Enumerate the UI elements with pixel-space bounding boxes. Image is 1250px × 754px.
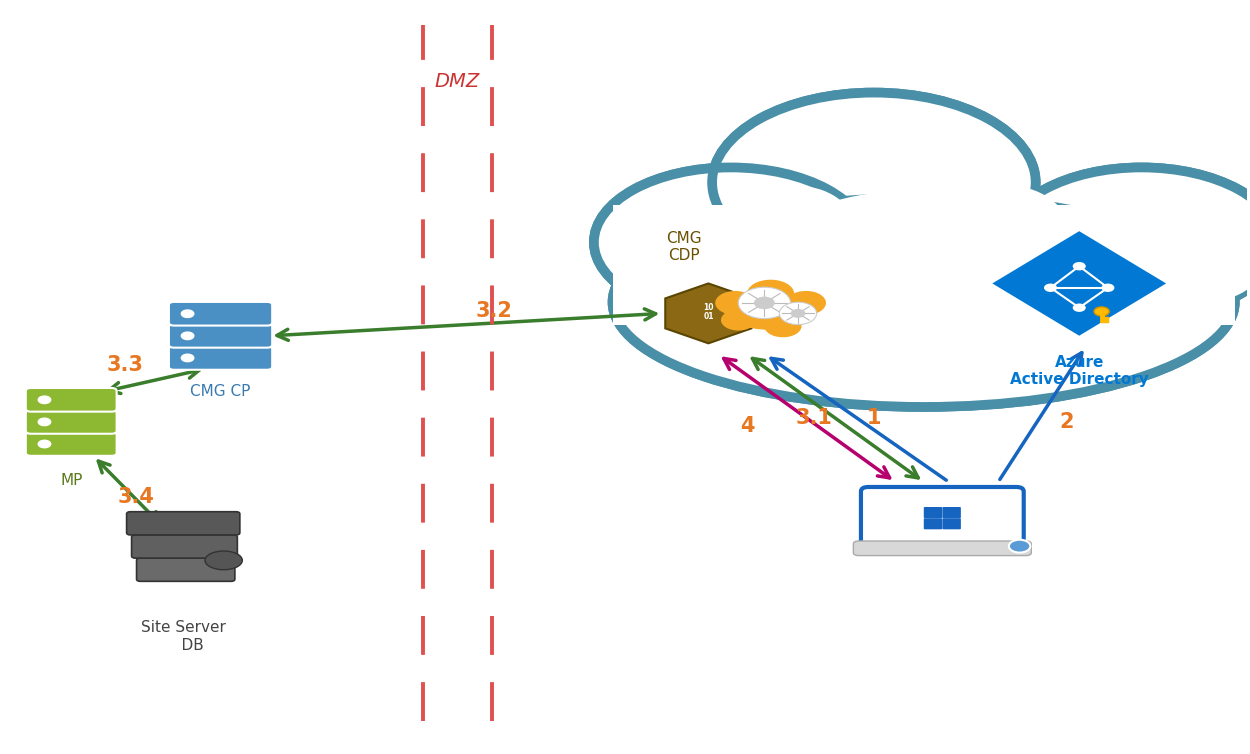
Circle shape bbox=[739, 287, 790, 319]
Ellipse shape bbox=[205, 551, 242, 570]
Circle shape bbox=[754, 296, 775, 309]
FancyBboxPatch shape bbox=[924, 518, 942, 529]
Circle shape bbox=[39, 418, 51, 426]
FancyBboxPatch shape bbox=[942, 518, 961, 529]
FancyBboxPatch shape bbox=[26, 410, 116, 434]
Text: 1: 1 bbox=[866, 408, 881, 428]
FancyBboxPatch shape bbox=[169, 324, 272, 348]
FancyBboxPatch shape bbox=[126, 512, 240, 535]
Circle shape bbox=[1074, 304, 1085, 311]
Text: Azure
Active Directory: Azure Active Directory bbox=[1010, 354, 1149, 387]
Text: CMG
CDP: CMG CDP bbox=[666, 231, 701, 263]
Circle shape bbox=[1102, 284, 1114, 291]
FancyBboxPatch shape bbox=[26, 432, 116, 456]
Text: 10
01: 10 01 bbox=[704, 302, 714, 321]
Circle shape bbox=[1074, 262, 1085, 270]
FancyBboxPatch shape bbox=[136, 558, 235, 581]
Ellipse shape bbox=[612, 198, 1235, 407]
Ellipse shape bbox=[594, 167, 868, 317]
FancyBboxPatch shape bbox=[169, 302, 272, 326]
FancyBboxPatch shape bbox=[131, 535, 238, 558]
Circle shape bbox=[39, 440, 51, 448]
Ellipse shape bbox=[619, 250, 842, 310]
Ellipse shape bbox=[748, 280, 794, 308]
Circle shape bbox=[1094, 307, 1109, 316]
Ellipse shape bbox=[724, 291, 818, 329]
Ellipse shape bbox=[612, 198, 1235, 407]
Ellipse shape bbox=[1005, 167, 1250, 317]
Circle shape bbox=[181, 310, 194, 317]
Text: 3.3: 3.3 bbox=[106, 355, 144, 375]
Ellipse shape bbox=[764, 315, 801, 337]
Ellipse shape bbox=[594, 167, 868, 317]
Ellipse shape bbox=[712, 93, 1036, 272]
Circle shape bbox=[181, 354, 194, 362]
FancyBboxPatch shape bbox=[854, 541, 1031, 556]
FancyBboxPatch shape bbox=[924, 507, 942, 518]
Text: 3.1: 3.1 bbox=[796, 408, 832, 428]
Text: 3.2: 3.2 bbox=[476, 301, 512, 321]
Text: MP: MP bbox=[60, 473, 82, 488]
Ellipse shape bbox=[799, 190, 1048, 265]
Circle shape bbox=[1009, 540, 1030, 553]
Text: 4: 4 bbox=[740, 415, 754, 436]
Text: Site Server
    DB: Site Server DB bbox=[141, 621, 226, 653]
Text: DMZ: DMZ bbox=[435, 72, 480, 91]
Ellipse shape bbox=[721, 310, 756, 330]
Ellipse shape bbox=[738, 186, 861, 299]
Ellipse shape bbox=[715, 291, 755, 315]
Ellipse shape bbox=[1005, 167, 1250, 317]
FancyBboxPatch shape bbox=[612, 205, 1235, 325]
FancyBboxPatch shape bbox=[861, 487, 1024, 550]
FancyBboxPatch shape bbox=[26, 388, 116, 412]
Text: 2: 2 bbox=[1060, 412, 1074, 432]
Text: CMG CP: CMG CP bbox=[190, 385, 251, 400]
FancyBboxPatch shape bbox=[942, 507, 961, 518]
Ellipse shape bbox=[1030, 250, 1250, 310]
Polygon shape bbox=[665, 284, 751, 343]
Text: 3.4: 3.4 bbox=[118, 487, 154, 507]
Circle shape bbox=[1045, 284, 1056, 291]
Circle shape bbox=[790, 309, 805, 318]
Ellipse shape bbox=[712, 93, 1036, 272]
Circle shape bbox=[779, 302, 816, 325]
Circle shape bbox=[181, 332, 194, 339]
FancyBboxPatch shape bbox=[169, 346, 272, 369]
Circle shape bbox=[39, 396, 51, 403]
Ellipse shape bbox=[949, 186, 1072, 299]
Polygon shape bbox=[990, 229, 1169, 337]
Ellipse shape bbox=[786, 291, 826, 315]
